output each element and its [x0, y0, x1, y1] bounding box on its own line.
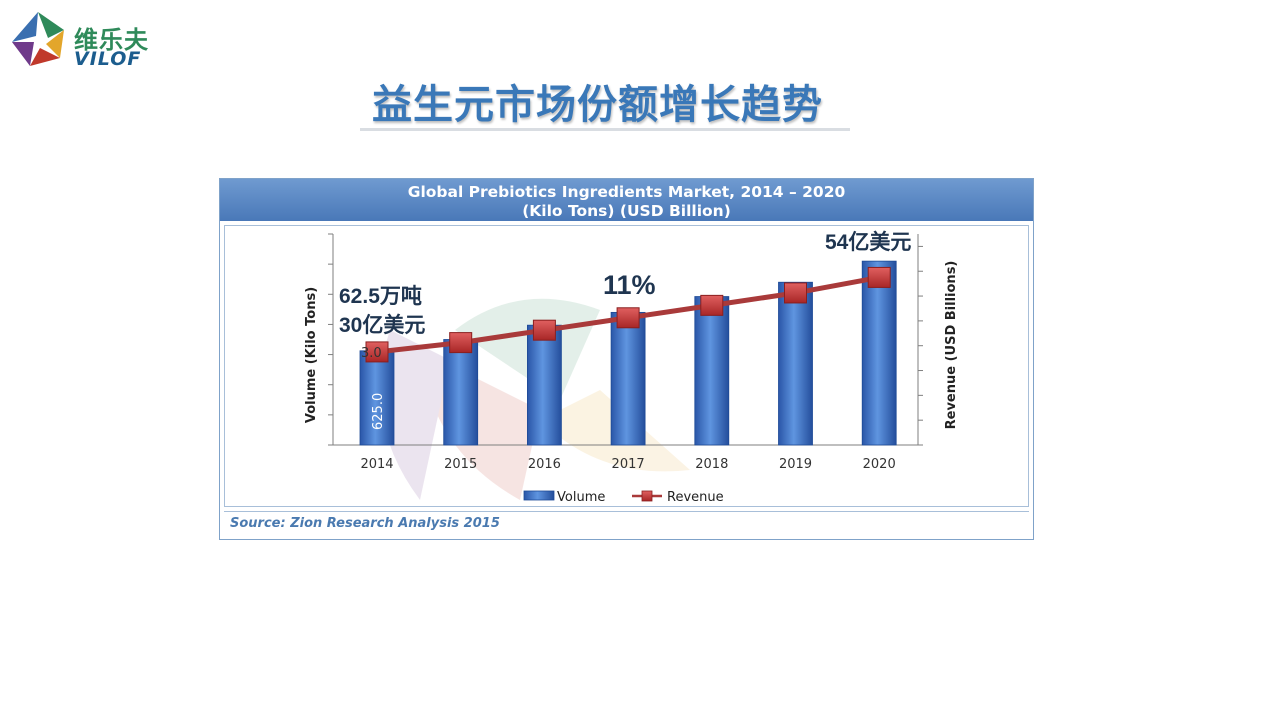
x-tick-label: 2014 [360, 457, 393, 472]
source-text: Source: Zion Research Analysis 2015 [230, 516, 500, 531]
slide-title: 益生元市场份额增长趋势 [372, 82, 823, 128]
y-axis-title-left: Volume (Kilo Tons) [304, 287, 319, 423]
x-tick-label: 2020 [863, 457, 896, 472]
revenue-point-2016 [532, 319, 556, 341]
revenue-point-2015 [449, 332, 473, 354]
title-underline [360, 128, 850, 131]
x-tick-label: 2016 [528, 457, 561, 472]
volume-bar-2017 [610, 311, 646, 446]
legend-revenue-label: Revenue [667, 490, 724, 505]
logo: 维乐夫 VILOF [8, 10, 158, 70]
annotation-volume: 62.5万吨 [339, 285, 422, 308]
volume-bar-2015 [443, 339, 479, 446]
chart-frame: Global Prebiotics Ingredients Market, 20… [219, 178, 1034, 540]
revenue-point-2020 [867, 266, 891, 288]
plot-area-border [224, 225, 1029, 507]
chart-subtitle: (Kilo Tons) (USD Billion) [522, 202, 731, 220]
revenue-point-2014 [365, 341, 389, 363]
data-label-volume-2014: 625.0 [371, 393, 386, 430]
data-label-revenue-2014: 3.0 [361, 346, 382, 361]
revenue-point-2019 [784, 282, 807, 304]
chart-title: Global Prebiotics Ingredients Market, 20… [407, 183, 846, 201]
source-bar: Source: Zion Research Analysis 2015 [224, 511, 1029, 535]
x-tick-label: 2015 [444, 457, 477, 472]
logo-brand-en: VILOF [74, 48, 142, 70]
volume-bar-2019 [778, 281, 813, 446]
x-tick-label: 2017 [612, 457, 645, 472]
annotation-growth-rate: 11% [603, 270, 656, 300]
revenue-point-2018 [700, 294, 724, 316]
legend-volume-swatch [523, 490, 555, 501]
volume-bar-2020 [861, 260, 897, 446]
y-axis-title-right: Revenue (USD Billions) [944, 261, 959, 430]
legend-revenue-marker [641, 490, 653, 502]
legend-volume-label: Volume [557, 490, 605, 505]
vilof-logo-icon [12, 12, 64, 66]
annotation-revenue-2014: 30亿美元 [339, 314, 426, 337]
annotation-revenue-2020: 54亿美元 [825, 231, 912, 254]
chart-header: Global Prebiotics Ingredients Market, 20… [220, 179, 1033, 221]
x-tick-label: 2019 [779, 457, 812, 472]
volume-bar-2018 [694, 296, 730, 446]
logo-brand-cn: 维乐夫 [74, 26, 149, 54]
volume-bar-2016 [527, 324, 562, 446]
revenue-point-2017 [616, 307, 640, 329]
x-tick-label: 2018 [695, 457, 728, 472]
volume-bar-2014 [359, 350, 395, 446]
